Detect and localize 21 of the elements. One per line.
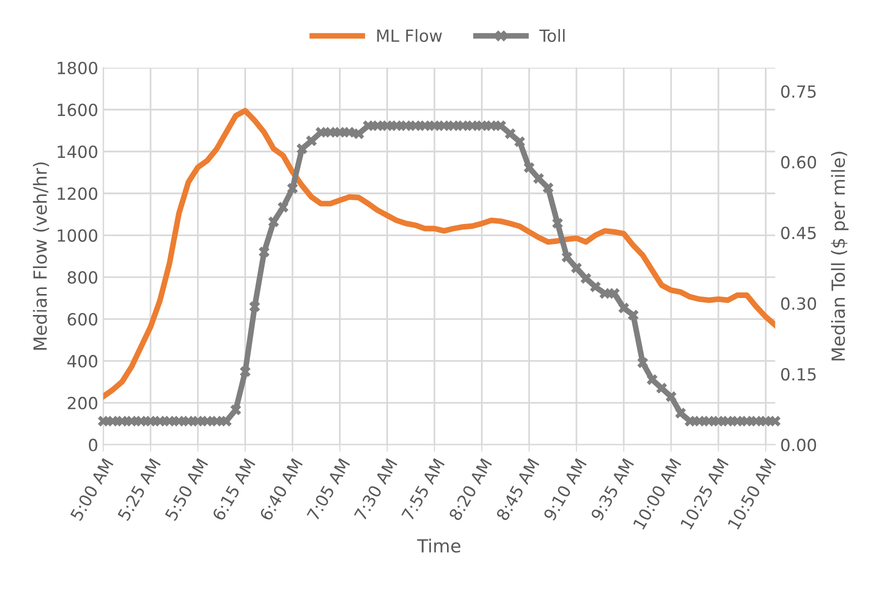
y-tick-label: 800 (68, 271, 98, 284)
y-tick-label: 1000 (58, 229, 98, 242)
y-axis-title: Median Flow (veh/hr) (32, 162, 50, 350)
legend-label: Toll (539, 29, 565, 42)
y-tick-label: 1400 (58, 145, 98, 158)
x-axis-title: Time (417, 538, 460, 553)
y2-tick-label: 0.60 (781, 156, 816, 169)
y2-axis-title: Median Toll ($ per mile) (831, 152, 849, 360)
y-tick-label: 400 (67, 354, 98, 368)
y2-tick-label: 0.75 (781, 85, 816, 98)
y-tick-label: 0 (88, 438, 98, 452)
y-tick-label: 1200 (58, 187, 98, 200)
y2-tick-label: 0.00 (781, 438, 816, 452)
y-tick-label: 600 (68, 313, 98, 326)
y-tick-label: 1600 (58, 104, 98, 116)
y2-tick-label: 0.30 (781, 297, 816, 310)
y-tick-label: 1800 (58, 62, 98, 74)
legend-label: ML Flow (377, 29, 442, 42)
y2-tick-label: 0.15 (781, 368, 816, 381)
y-tick-label: 200 (68, 396, 98, 410)
y2-tick-label: 0.45 (781, 226, 816, 240)
